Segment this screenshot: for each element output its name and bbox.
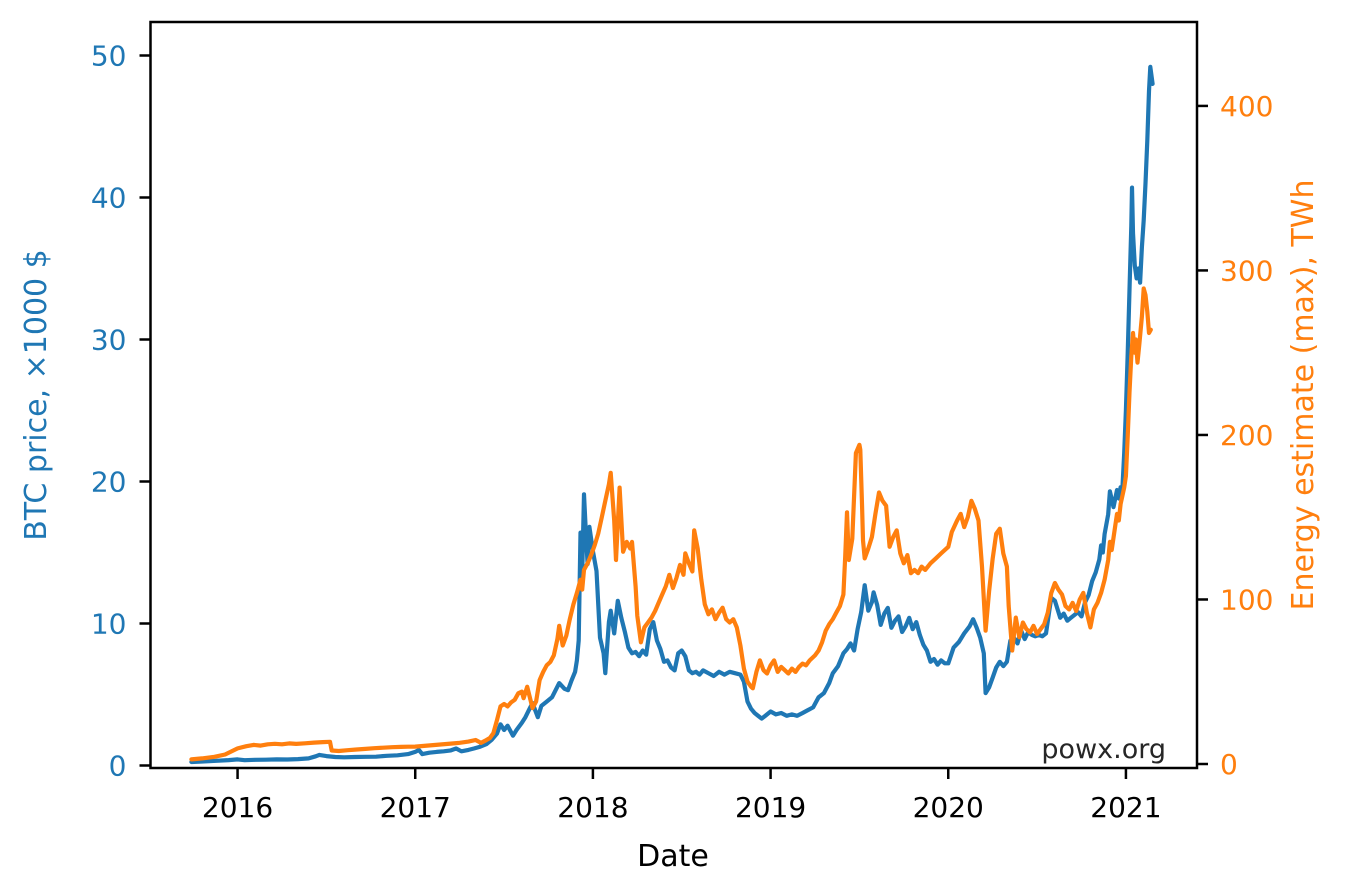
left-tick-label: 0 — [109, 750, 127, 783]
left-tick-label: 50 — [91, 40, 127, 73]
right-tick-label: 300 — [1220, 254, 1273, 287]
left-tick-label: 10 — [91, 608, 127, 641]
right-tick-label: 0 — [1220, 748, 1238, 781]
x-tick-label: 2021 — [1090, 791, 1161, 824]
right-tick-label: 200 — [1220, 419, 1273, 452]
x-tick-label: 2018 — [557, 791, 628, 824]
x-tick-label: 2017 — [380, 791, 451, 824]
generated-chart-content: 2016 2017 2018 2019 2020 2021 0 10 20 30 40 50 0 100 2… — [91, 20, 1273, 824]
left-axis-title: BTC price, ×1000 $ — [19, 249, 54, 540]
energy-estimate-line — [189, 286, 1153, 762]
right-axis-title: Energy estimate (max), TWh — [1286, 180, 1321, 611]
left-tick-label: 30 — [91, 324, 127, 357]
plot-border — [149, 20, 1199, 770]
right-tick-label: 100 — [1220, 583, 1273, 616]
x-axis-title: Date — [637, 839, 709, 874]
left-tick-label: 40 — [91, 182, 127, 215]
right-tick-label: 400 — [1220, 90, 1273, 123]
x-tick-label: 2016 — [202, 791, 273, 824]
left-tick-label: 20 — [91, 466, 127, 499]
btc-price-line — [189, 64, 1155, 765]
x-tick-label: 2020 — [913, 791, 984, 824]
x-tick-label: 2019 — [735, 791, 806, 824]
watermark: powx.org — [1041, 734, 1166, 765]
